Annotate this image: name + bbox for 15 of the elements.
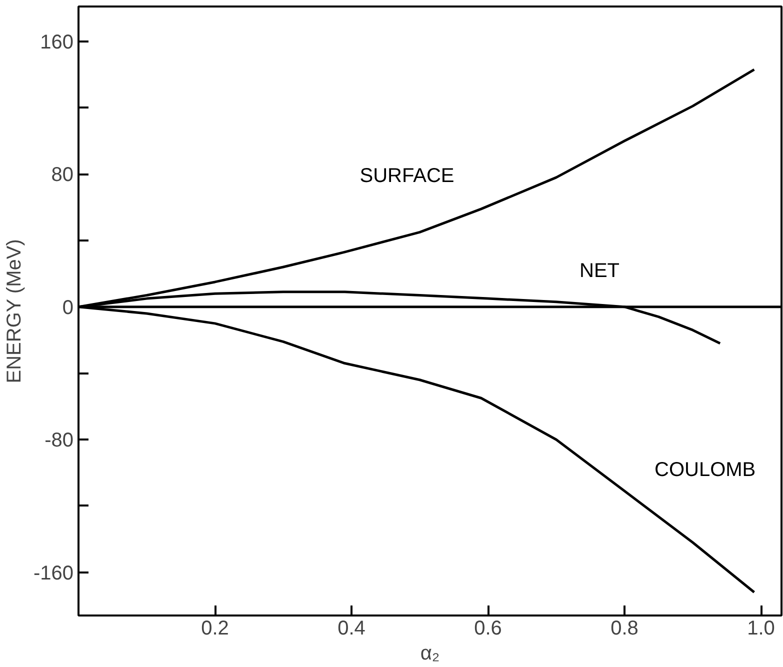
- series-label: SURFACE: [360, 165, 454, 188]
- x-tick-label: 0.4: [338, 618, 366, 640]
- x-tick-label: 0.6: [474, 618, 502, 640]
- series-label: NET: [580, 260, 620, 282]
- x-tick-label: 0.2: [201, 618, 229, 640]
- y-tick-label: -80: [44, 430, 74, 452]
- y-tick-label: -160: [33, 562, 74, 584]
- y-tick-label: 80: [51, 164, 74, 186]
- x-tick-label: 0.8: [610, 618, 638, 640]
- x-tick-label: 1.0: [747, 618, 775, 640]
- x-axis-title: α₂: [420, 642, 440, 664]
- y-axis-title: ENERGY (MeV): [3, 239, 26, 384]
- series-label: COULOMB: [654, 459, 756, 482]
- y-tick-label: 160: [40, 31, 74, 54]
- y-tick-label: 0: [62, 296, 74, 319]
